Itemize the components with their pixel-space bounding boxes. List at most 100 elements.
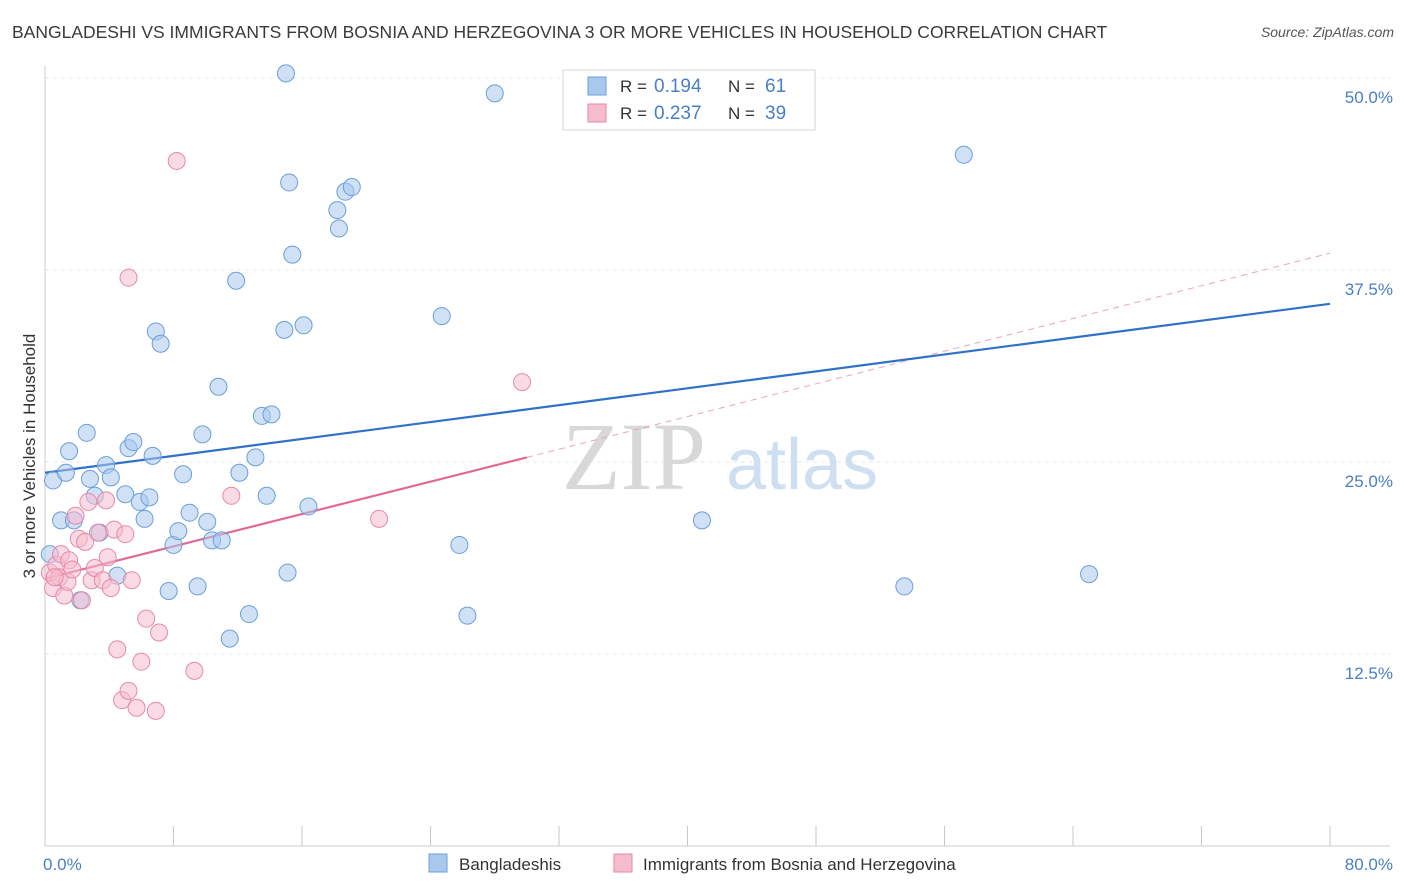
bangladeshi-point xyxy=(262,405,281,424)
bangladeshi-point xyxy=(151,334,170,353)
axes xyxy=(44,66,1390,847)
source-note: Source: ZipAtlas.com xyxy=(1260,24,1394,40)
bottom-legend-label: Bangladeshis xyxy=(459,855,561,874)
bangladeshi-point xyxy=(140,488,159,507)
watermark: ZIP atlas xyxy=(562,403,878,510)
bosnia-point xyxy=(127,698,146,717)
bangladeshi-point xyxy=(276,64,295,83)
bangladeshi-point xyxy=(193,425,212,444)
bangladeshi-point xyxy=(278,563,297,582)
bangladeshi-point xyxy=(56,463,75,482)
bosnia-point xyxy=(119,681,138,700)
bangladeshi-point xyxy=(432,307,451,326)
y-tick-label: 37.5% xyxy=(1345,280,1393,299)
legend-r-value: 0.194 xyxy=(654,76,702,97)
bosnia-point xyxy=(108,640,127,659)
bosnia-point xyxy=(45,568,64,587)
legend-n-value: 39 xyxy=(765,103,786,124)
pink-trend-line xyxy=(44,456,528,580)
y-tick-label: 50.0% xyxy=(1345,88,1393,107)
bangladeshi-point xyxy=(450,535,469,554)
bangladeshi-point xyxy=(60,442,79,461)
bangladeshi-point xyxy=(280,173,299,192)
bosnia-point xyxy=(63,560,82,579)
bangladeshi-point xyxy=(212,531,231,550)
bangladeshi-point xyxy=(692,511,711,530)
bangladeshi-point xyxy=(1080,565,1099,584)
bosnia-point xyxy=(66,506,85,525)
bangladeshi-point xyxy=(329,219,348,238)
bangladeshi-point xyxy=(485,84,504,103)
bosnia-point xyxy=(370,509,389,528)
bosnia-point xyxy=(98,548,117,567)
bosnia-point xyxy=(119,268,138,287)
pink-trend-extension xyxy=(526,252,1331,458)
legend-n-label: N = xyxy=(728,77,755,96)
x-tick-label: 80.0% xyxy=(1345,855,1393,874)
bosnia-point xyxy=(513,373,532,392)
bosnia-point xyxy=(79,492,98,511)
bosnia-point xyxy=(132,652,151,671)
bangladeshi-point xyxy=(954,145,973,164)
bangladeshi-point xyxy=(299,497,318,516)
bangladeshi-point xyxy=(230,463,249,482)
bosnia-point xyxy=(167,151,186,170)
bangladeshi-point xyxy=(227,271,246,290)
bangladeshi-point xyxy=(159,582,178,601)
bangladeshi-point xyxy=(209,377,228,396)
trend-lines xyxy=(44,252,1331,580)
chart-title: BANGLADESHI VS IMMIGRANTS FROM BOSNIA AN… xyxy=(12,22,1108,42)
bosnia-point xyxy=(185,661,204,680)
bangladeshi-point xyxy=(80,469,99,488)
gridlines xyxy=(45,77,1390,655)
bangladeshi-point xyxy=(124,433,143,452)
bangladeshi-point xyxy=(895,577,914,596)
bosnia-point xyxy=(89,523,108,542)
bottom-legend-swatch xyxy=(428,853,448,873)
bangladeshi-point xyxy=(188,577,207,596)
legend-swatch xyxy=(587,103,607,123)
bangladeshi-point xyxy=(77,423,96,442)
bangladeshi-point xyxy=(135,509,154,528)
bangladeshi-point xyxy=(458,606,477,625)
bosnia-point xyxy=(101,578,120,597)
bosnia-point xyxy=(72,591,91,610)
bangladeshi-point xyxy=(275,320,294,339)
bangladeshi-point xyxy=(342,178,361,197)
watermark-atlas: atlas xyxy=(726,425,878,505)
bosnia-point xyxy=(150,623,169,642)
bottom-legend-swatch xyxy=(613,853,633,873)
legend-r-value: 0.237 xyxy=(654,103,702,124)
bangladeshi-point xyxy=(294,316,313,335)
y-tick-label: 12.5% xyxy=(1345,664,1393,683)
legend-n-value: 61 xyxy=(765,76,786,97)
bangladeshi-point xyxy=(239,605,258,624)
bosnia-point xyxy=(97,491,116,510)
data-points xyxy=(40,64,1099,720)
y-tick-label: 25.0% xyxy=(1345,472,1393,491)
bosnia-point xyxy=(222,486,241,505)
bosnia-point xyxy=(137,609,156,628)
bosnia-point xyxy=(76,532,95,551)
bosnia-point xyxy=(116,525,135,544)
legend-swatch xyxy=(587,76,607,96)
bottom-legend-label: Immigrants from Bosnia and Herzegovina xyxy=(643,855,956,874)
bangladeshi-point xyxy=(143,446,162,465)
bangladeshi-point xyxy=(116,485,135,504)
legend-n-label: N = xyxy=(728,104,755,123)
bangladeshi-point xyxy=(198,512,217,531)
bangladeshi-point xyxy=(180,503,199,522)
tick-labels: 12.5% 25.0% 37.5% 50.0% 0.0% 80.0% xyxy=(43,88,1393,874)
blue-trend-line xyxy=(44,302,1331,474)
legend-r-label: R = xyxy=(620,104,647,123)
bangladeshi-point xyxy=(257,486,276,505)
bottom-legend: Bangladeshis Immigrants from Bosnia and H… xyxy=(428,853,956,874)
bangladeshi-point xyxy=(169,522,188,541)
x-tick-label: 0.0% xyxy=(43,855,82,874)
bosnia-point xyxy=(122,571,141,590)
legend-r-label: R = xyxy=(620,77,647,96)
watermark-zip: ZIP xyxy=(562,403,706,510)
bangladeshi-point xyxy=(101,468,120,487)
y-axis-label: 3 or more Vehicles in Household xyxy=(20,334,39,579)
